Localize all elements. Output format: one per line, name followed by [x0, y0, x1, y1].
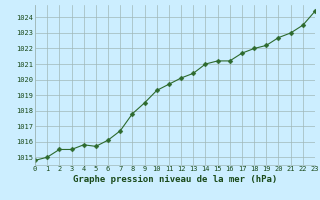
- X-axis label: Graphe pression niveau de la mer (hPa): Graphe pression niveau de la mer (hPa): [73, 175, 277, 184]
